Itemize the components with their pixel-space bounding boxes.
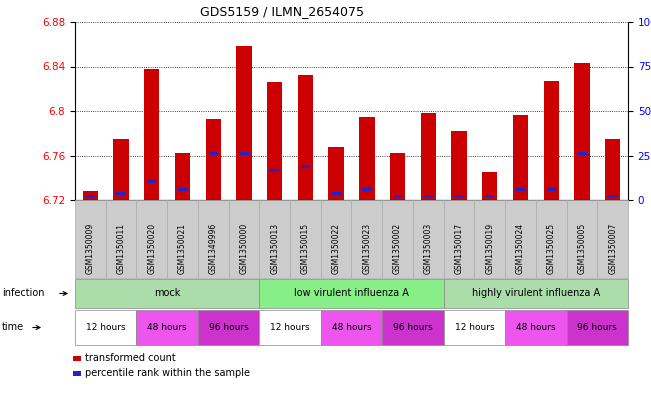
Text: GSM1350002: GSM1350002 [393, 223, 402, 274]
Bar [240, 152, 249, 155]
Bar [516, 188, 525, 191]
Text: transformed count: transformed count [85, 353, 176, 363]
Text: GSM1350020: GSM1350020 [147, 223, 156, 274]
Text: GSM1350011: GSM1350011 [117, 223, 126, 274]
Bar [178, 188, 187, 191]
Text: GSM1350009: GSM1350009 [86, 223, 95, 274]
Text: time: time [2, 323, 24, 332]
Bar [208, 152, 218, 155]
Text: GSM1350000: GSM1350000 [240, 223, 249, 274]
Bar [117, 193, 126, 195]
Text: low virulent influenza A: low virulent influenza A [294, 288, 409, 299]
Bar [547, 188, 556, 191]
Bar [236, 46, 252, 200]
Text: 96 hours: 96 hours [393, 323, 433, 332]
Text: GSM1350013: GSM1350013 [270, 223, 279, 274]
Bar [424, 195, 433, 198]
Text: percentile rank within the sample: percentile rank within the sample [85, 368, 250, 378]
Bar [86, 195, 95, 198]
Text: GSM1350015: GSM1350015 [301, 223, 310, 274]
Bar [574, 63, 590, 200]
Text: GSM1350023: GSM1350023 [363, 223, 371, 274]
Text: GSM1350019: GSM1350019 [485, 223, 494, 274]
Bar [454, 195, 464, 198]
Bar [513, 116, 528, 200]
Text: GSM1350025: GSM1350025 [547, 223, 556, 274]
Bar [329, 147, 344, 200]
Bar [359, 117, 374, 200]
Text: 12 hours: 12 hours [86, 323, 126, 332]
Bar [331, 193, 340, 195]
Bar [267, 82, 283, 200]
Text: 48 hours: 48 hours [516, 323, 556, 332]
Text: 12 hours: 12 hours [270, 323, 310, 332]
Text: GSM1350021: GSM1350021 [178, 223, 187, 274]
Text: highly virulent influenza A: highly virulent influenza A [472, 288, 600, 299]
Text: 96 hours: 96 hours [577, 323, 617, 332]
Text: GSM1350005: GSM1350005 [577, 223, 587, 274]
Bar [113, 139, 129, 200]
Bar [421, 113, 436, 200]
Bar [577, 152, 587, 155]
Bar [301, 165, 310, 168]
Bar [393, 195, 402, 198]
Bar [298, 75, 313, 200]
Text: 96 hours: 96 hours [209, 323, 249, 332]
Text: GSM1350007: GSM1350007 [608, 223, 617, 274]
Bar [147, 180, 156, 183]
Bar [605, 139, 620, 200]
Text: GDS5159 / ILMN_2654075: GDS5159 / ILMN_2654075 [200, 5, 364, 18]
Text: 48 hours: 48 hours [147, 323, 187, 332]
Bar [270, 169, 279, 172]
Bar [485, 195, 494, 198]
Text: GSM1350024: GSM1350024 [516, 223, 525, 274]
Bar [451, 131, 467, 200]
Text: GSM1349996: GSM1349996 [209, 223, 217, 274]
Bar [206, 119, 221, 200]
Bar [390, 153, 406, 200]
Text: GSM1350022: GSM1350022 [331, 223, 340, 274]
Text: mock: mock [154, 288, 180, 299]
Bar [482, 172, 497, 200]
Text: 48 hours: 48 hours [332, 323, 371, 332]
Bar [608, 195, 617, 198]
Bar [362, 188, 372, 191]
Text: 12 hours: 12 hours [454, 323, 494, 332]
Bar [544, 81, 559, 200]
Text: GSM1350017: GSM1350017 [454, 223, 464, 274]
Bar [175, 153, 190, 200]
Text: GSM1350003: GSM1350003 [424, 223, 433, 274]
Bar [144, 69, 159, 200]
Text: infection: infection [2, 288, 44, 299]
Bar [83, 191, 98, 200]
